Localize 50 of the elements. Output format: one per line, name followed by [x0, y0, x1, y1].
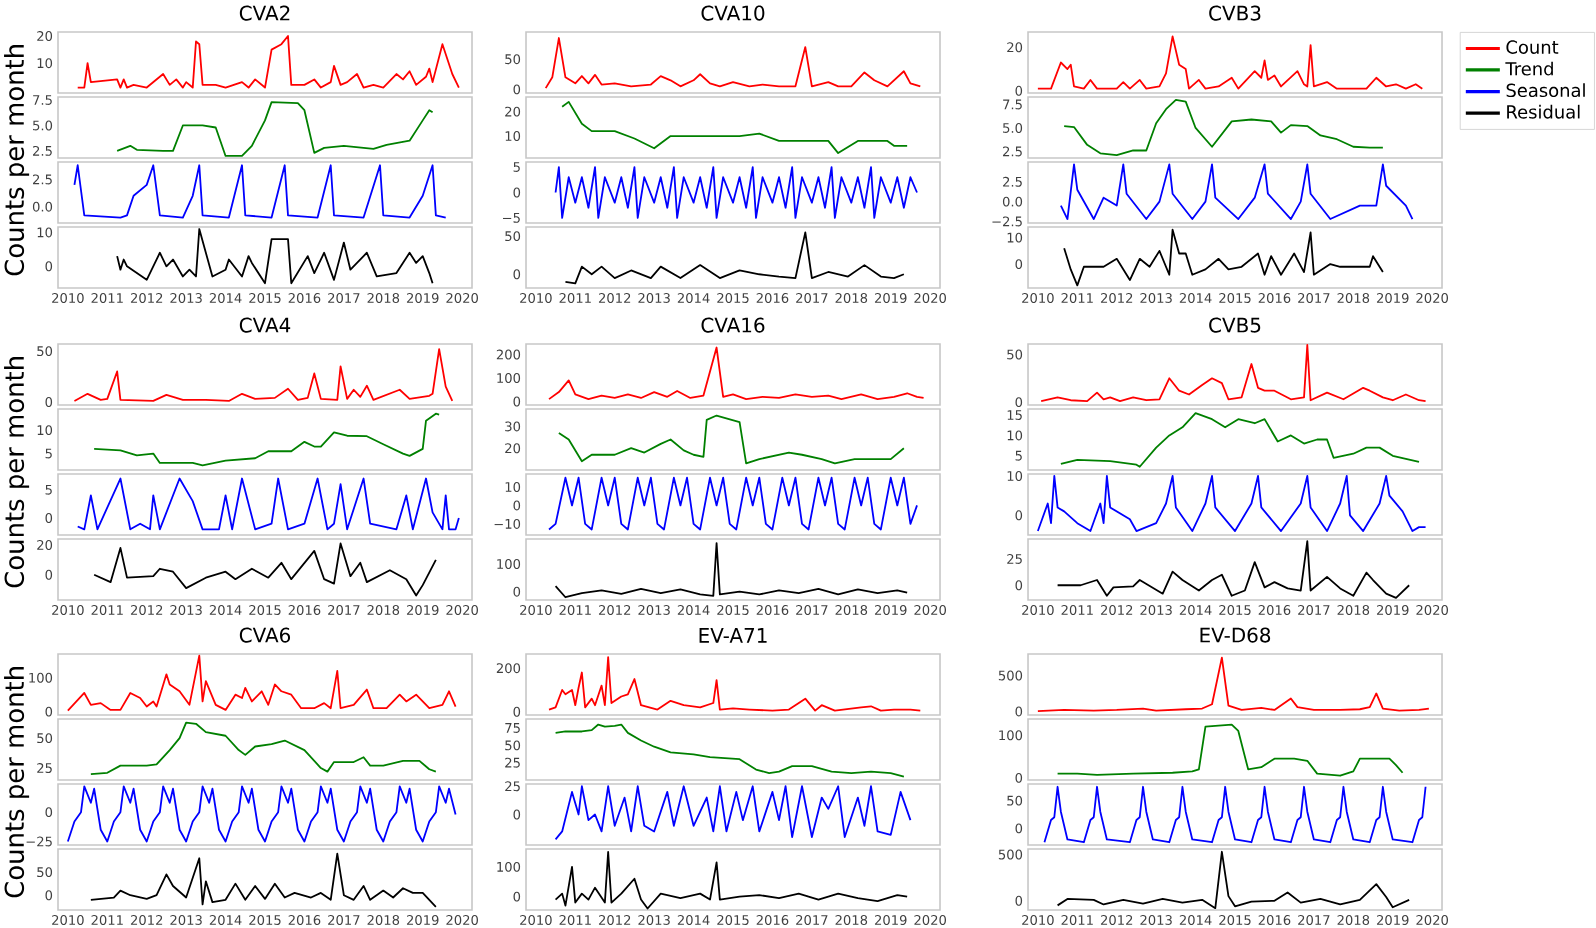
line-series — [548, 656, 922, 712]
line-series — [1036, 656, 1430, 712]
line-series — [76, 35, 460, 89]
line-series — [89, 721, 437, 775]
y-axis-title: Counts per month — [4, 45, 30, 276]
line-series — [76, 477, 460, 531]
line-series — [66, 654, 457, 712]
line-series — [554, 785, 912, 841]
line-series — [1056, 850, 1411, 910]
line-series — [1040, 344, 1427, 403]
line-series — [116, 228, 434, 285]
chart-title: CVB5 — [1209, 317, 1261, 333]
line-series — [1036, 35, 1424, 90]
line-series — [1036, 475, 1427, 532]
line-series — [548, 476, 918, 531]
line-series — [548, 346, 925, 401]
line-series — [554, 723, 905, 778]
line-series — [89, 852, 437, 908]
line-series — [73, 164, 447, 219]
text: Trend — [1505, 61, 1553, 76]
chart-title: CVB3 — [1209, 5, 1261, 21]
line-series — [1056, 540, 1411, 599]
line-series — [554, 542, 909, 599]
chart-title: CVA4 — [239, 317, 291, 333]
line-series — [1059, 412, 1420, 468]
line-series — [554, 851, 909, 910]
line-series — [554, 166, 918, 219]
chart-title: CVA16 — [701, 317, 765, 333]
line-series — [1043, 785, 1427, 844]
line-series — [544, 37, 922, 90]
line-series — [1063, 98, 1384, 157]
chart-title: EV-A71 — [699, 628, 767, 643]
text: Seasonal — [1506, 83, 1585, 98]
line-series — [116, 101, 434, 157]
line-series — [66, 785, 457, 843]
line-series — [1059, 163, 1414, 220]
y-axis-title: Counts per month — [4, 667, 30, 898]
line-series — [1063, 228, 1384, 287]
chart-title: CVA6 — [239, 627, 291, 643]
line-series — [1056, 723, 1404, 777]
chart-title: CVA10 — [701, 5, 765, 21]
line-series — [73, 348, 454, 402]
line-series — [93, 412, 441, 467]
y-axis-title: Counts per month — [4, 357, 30, 588]
line-series — [564, 231, 905, 285]
chart-title: EV-D68 — [1200, 627, 1271, 643]
legend-label: Count — [1506, 40, 1559, 54]
chart-title: CVA2 — [239, 5, 290, 21]
text: Residual — [1507, 104, 1580, 119]
line-series — [93, 542, 437, 597]
